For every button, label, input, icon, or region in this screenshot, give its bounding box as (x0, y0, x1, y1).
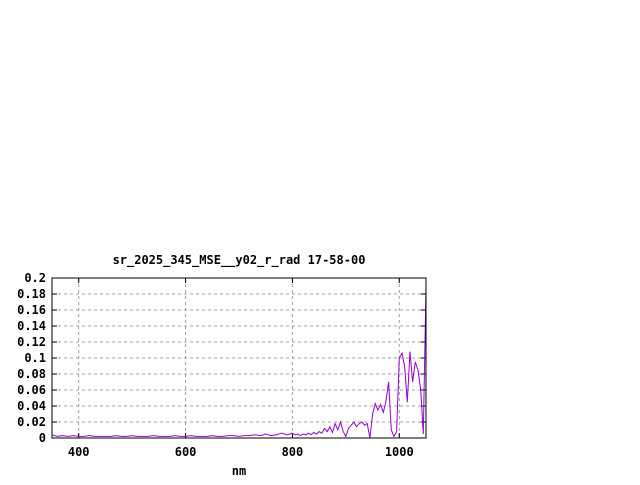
x-tick-label: 600 (175, 445, 197, 459)
y-tick-label: 0.1 (24, 351, 46, 365)
y-tick-label: 0 (39, 431, 46, 445)
series-line (51, 285, 427, 439)
y-tick-label: 0.12 (17, 335, 46, 349)
y-tick-label: 0.06 (17, 383, 46, 397)
x-tick-label: 800 (282, 445, 304, 459)
y-tick-label: 0.2 (24, 271, 46, 285)
y-tick-label: 0.02 (17, 415, 46, 429)
y-tick-label: 0.08 (17, 367, 46, 381)
chart-title: sr_2025_345_MSE__y02_r_rad 17-58-00 (113, 253, 366, 268)
x-tick-label: 400 (68, 445, 90, 459)
plot-frame (51, 277, 427, 439)
y-tick-label: 0.04 (17, 399, 46, 413)
x-tick-label: 1000 (385, 445, 414, 459)
grid (52, 278, 426, 438)
x-axis-label: nm (232, 464, 246, 478)
y-tick-label: 0.14 (17, 319, 46, 333)
ticks: 0 0.02 0.04 0.06 0.08 0.1 0.12 0.14 0.16 0.18 0.2 4… (17, 271, 426, 459)
y-tick-label: 0.18 (17, 287, 46, 301)
y-tick-label: 0.16 (17, 303, 46, 317)
